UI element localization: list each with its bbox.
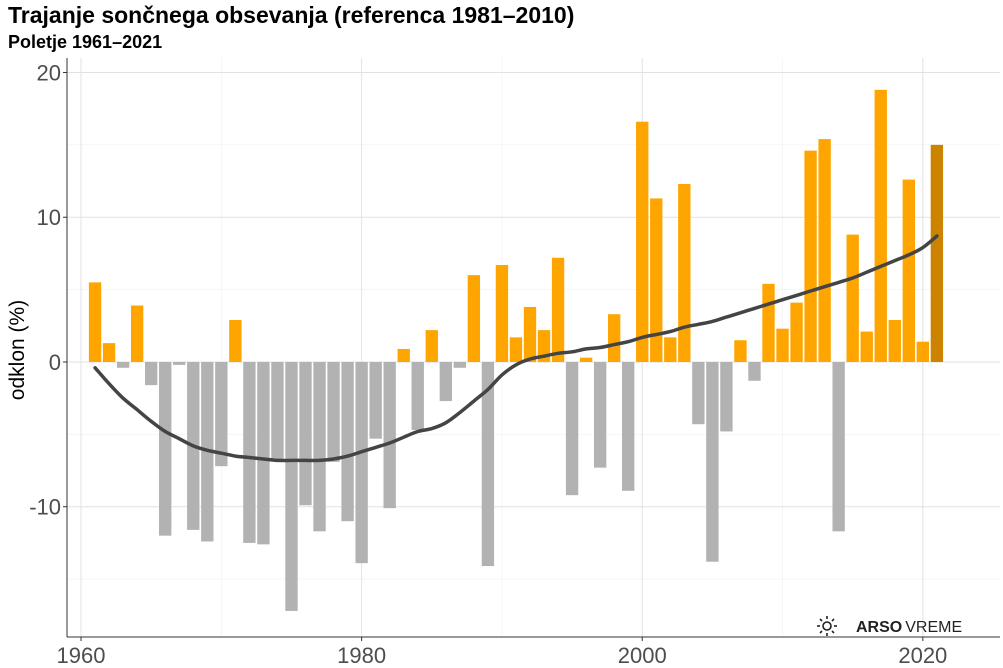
bar-2014 bbox=[832, 361, 845, 532]
bar-1973 bbox=[257, 361, 270, 545]
bar-1971 bbox=[229, 319, 242, 362]
bar-1990 bbox=[495, 264, 509, 362]
x-tick-label: 2000 bbox=[618, 643, 667, 668]
x-ticks: 1960 1980 2000 2020 bbox=[57, 637, 947, 668]
bar-1965 bbox=[145, 361, 158, 386]
bar-2012 bbox=[804, 150, 817, 362]
bar-1996 bbox=[579, 357, 593, 362]
logo-normal-text: VREME bbox=[905, 619, 962, 636]
bar-1972 bbox=[243, 361, 256, 543]
chart-title: Trajanje sončnega obsevanja (referenca 1… bbox=[8, 2, 575, 28]
bar-2001 bbox=[650, 198, 663, 362]
bar-1984 bbox=[411, 361, 424, 431]
bar-2013 bbox=[818, 139, 831, 362]
bar-1999 bbox=[622, 361, 635, 491]
bar-1988 bbox=[467, 275, 481, 362]
bar-1970 bbox=[215, 361, 228, 467]
y-tick-label: 20 bbox=[37, 60, 61, 85]
x-tick-label: 2020 bbox=[898, 643, 947, 668]
bar-2010 bbox=[776, 328, 789, 362]
bar-2002 bbox=[664, 337, 677, 362]
bar-2016 bbox=[860, 331, 873, 362]
bar-1981 bbox=[369, 361, 382, 439]
bar-1985 bbox=[425, 330, 438, 362]
bars bbox=[88, 89, 944, 611]
x-tick-label: 1980 bbox=[337, 643, 386, 668]
bar-1982 bbox=[383, 361, 396, 509]
bar-1967 bbox=[173, 361, 186, 365]
arso-logo: ARSO VREME bbox=[817, 616, 962, 636]
bar-1989 bbox=[481, 361, 495, 567]
bar-1979 bbox=[341, 361, 354, 522]
y-tick-label: -10 bbox=[29, 495, 61, 520]
bar-1978 bbox=[327, 361, 340, 462]
y-tick-label: 10 bbox=[37, 205, 61, 230]
bar-2015 bbox=[846, 234, 859, 362]
bar-1975 bbox=[285, 361, 298, 611]
y-axis-title: odklon (%) bbox=[6, 300, 29, 400]
bar-2011 bbox=[790, 302, 803, 362]
bar-1966 bbox=[159, 361, 172, 536]
bar-1997 bbox=[593, 361, 607, 468]
bar-2017 bbox=[874, 89, 887, 362]
bar-2020 bbox=[916, 341, 930, 362]
bar-2021 bbox=[930, 144, 944, 362]
bar-2008 bbox=[748, 361, 761, 381]
bar-1991 bbox=[509, 337, 523, 362]
bar-1987 bbox=[453, 361, 467, 368]
bar-1983 bbox=[397, 348, 410, 362]
bar-1998 bbox=[607, 314, 621, 362]
bar-1974 bbox=[271, 361, 284, 461]
bar-2003 bbox=[678, 183, 691, 362]
trend-line bbox=[93, 234, 939, 463]
bar-1995 bbox=[565, 361, 579, 496]
bar-1980 bbox=[355, 361, 368, 564]
bar-1962 bbox=[102, 343, 116, 362]
bar-1964 bbox=[130, 305, 144, 362]
bar-2006 bbox=[720, 361, 733, 432]
bar-1986 bbox=[439, 361, 452, 402]
logo-bold-text: ARSO bbox=[856, 619, 902, 636]
bar-2009 bbox=[762, 283, 775, 362]
bar-1963 bbox=[116, 361, 130, 368]
chart-subtitle: Poletje 1961–2021 bbox=[8, 32, 163, 52]
x-tick-label: 1960 bbox=[57, 643, 106, 668]
axes bbox=[66, 58, 1000, 638]
bar-1961 bbox=[88, 282, 102, 362]
bar-2000 bbox=[636, 121, 649, 362]
bar-2004 bbox=[692, 361, 705, 425]
y-ticks: -10 0 10 20 bbox=[29, 60, 67, 520]
bar-2005 bbox=[706, 361, 719, 562]
y-tick-label: 0 bbox=[49, 350, 61, 375]
bar-1976 bbox=[299, 361, 312, 506]
bar-2018 bbox=[888, 319, 901, 362]
bar-2007 bbox=[734, 340, 747, 362]
bar-1977 bbox=[313, 361, 326, 532]
bar-1992 bbox=[523, 306, 537, 362]
bar-1994 bbox=[551, 257, 565, 362]
sun-ray-icon bbox=[817, 616, 837, 636]
bar-2019 bbox=[902, 179, 915, 362]
